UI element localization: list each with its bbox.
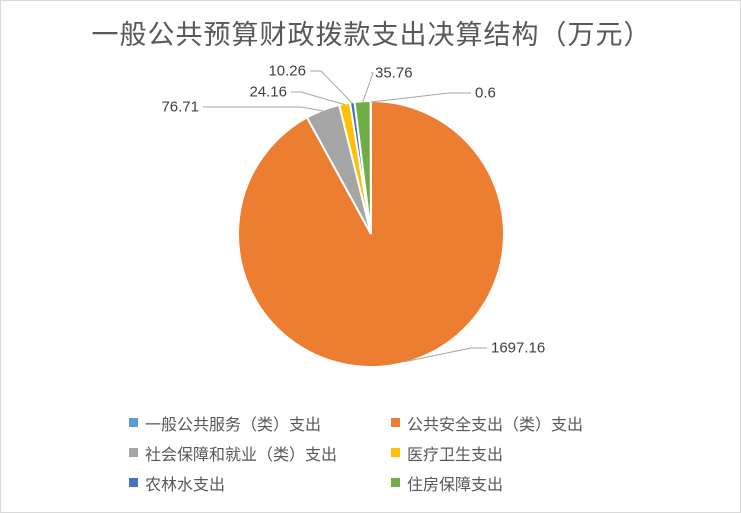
- legend-swatch: [391, 448, 400, 457]
- leader-line-healthcare: [291, 91, 345, 106]
- leader-line-public-security: [403, 347, 487, 363]
- legend-label: 农林水支出: [145, 474, 226, 494]
- leader-line-general-public-services: [370, 92, 471, 103]
- legend-swatch: [129, 418, 138, 427]
- legend-item-agriculture: 农林水支出: [129, 473, 391, 494]
- data-label-housing: 35.76: [375, 65, 413, 82]
- leader-line-agriculture: [310, 70, 353, 104]
- data-label-agriculture: 10.26: [268, 63, 306, 80]
- legend-label: 医疗卫生支出: [407, 444, 504, 464]
- data-labels: 1697.16 76.71 24.16 10.26 35.76 0.6: [161, 63, 545, 357]
- legend-item-healthcare: 医疗卫生支出: [391, 443, 641, 464]
- data-label-social-security: 76.71: [161, 99, 199, 116]
- legend-label: 一般公共服务（类）支出: [145, 414, 322, 434]
- legend-label: 社会保障和就业（类）支出: [145, 444, 338, 464]
- legend-item-general-public-services: 一般公共服务（类）支出: [129, 413, 391, 434]
- data-label-general-public-services: 0.6: [475, 85, 496, 102]
- data-label-public-security: 1697.16: [491, 340, 545, 357]
- legend-item-social-security: 社会保障和就业（类）支出: [129, 443, 391, 464]
- leader-lines: [203, 70, 487, 363]
- data-label-healthcare: 24.16: [249, 84, 287, 101]
- legend-swatch: [391, 418, 400, 427]
- pie-slices: [236, 99, 505, 368]
- chart-title: 一般公共预算财政拨款支出决算结构（万元）: [91, 20, 652, 51]
- legend-label: 公共安全支出（类）支出: [407, 414, 584, 434]
- legend-swatch: [129, 478, 138, 487]
- leader-line-housing: [362, 72, 374, 103]
- legend-swatch: [391, 478, 400, 487]
- leader-line-social-security: [203, 106, 324, 112]
- legend: 一般公共服务（类）支出 公共安全支出（类）支出 社会保障和就业（类）支出 医疗卫…: [129, 413, 649, 494]
- legend-swatch: [129, 448, 138, 457]
- legend-item-housing: 住房保障支出: [391, 473, 641, 494]
- legend-label: 住房保障支出: [407, 474, 504, 494]
- legend-item-public-security: 公共安全支出（类）支出: [391, 413, 641, 434]
